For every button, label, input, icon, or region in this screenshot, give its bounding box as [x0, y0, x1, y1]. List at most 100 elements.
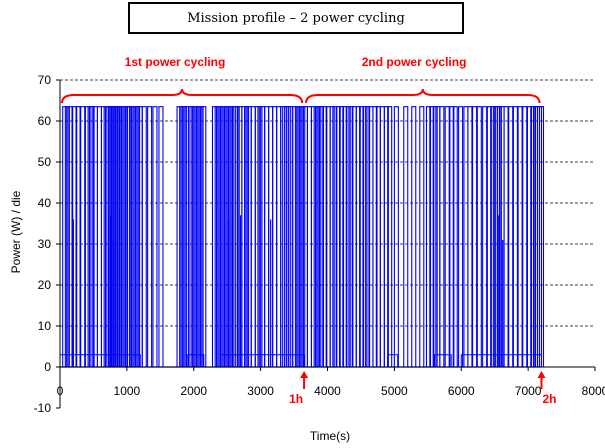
y-tick-label: -10	[34, 401, 52, 415]
series-pulse	[126, 106, 133, 367]
y-tick-label: 30	[38, 237, 52, 251]
cycle-bracket	[61, 88, 304, 104]
series-pulse	[316, 106, 322, 367]
series-pulse	[211, 106, 218, 367]
series-pulse	[141, 106, 147, 367]
series-pulse	[425, 106, 432, 367]
x-tick-label: 7000	[515, 384, 542, 398]
series-pulse	[476, 106, 482, 367]
series-pulse	[219, 106, 226, 367]
series-pulse	[306, 106, 312, 367]
series-pulse	[75, 106, 81, 367]
series-pulse	[512, 106, 518, 367]
series-low-plateau	[387, 354, 399, 367]
x-tick-label: 0	[57, 384, 64, 398]
x-tick-label: 6000	[448, 384, 475, 398]
series-pulse	[310, 106, 317, 367]
series-pulse	[158, 106, 164, 367]
series-pulse	[452, 106, 458, 367]
series-pulse	[322, 106, 328, 367]
series-pulse	[522, 106, 528, 367]
marker-arrowhead	[537, 371, 546, 378]
series-pulse	[119, 106, 125, 367]
series-pulse	[526, 106, 533, 367]
series-pulse	[463, 106, 469, 367]
series-pulse	[332, 106, 338, 367]
y-tick-label: 20	[38, 278, 52, 292]
series-pulse	[234, 106, 240, 367]
y-tick-label: 10	[38, 319, 52, 333]
series-pulse	[214, 106, 220, 367]
series-pulse	[227, 106, 234, 367]
x-tick-label: 1000	[114, 384, 141, 398]
series-pulse	[329, 106, 335, 367]
series-pulse	[486, 106, 492, 367]
series-pulse	[244, 106, 250, 367]
series-pulse	[530, 106, 536, 367]
x-axis-label: Time(s)	[310, 429, 350, 443]
series-pulse	[225, 106, 231, 367]
series-pulse	[338, 106, 345, 367]
y-tick-label: 0	[44, 360, 51, 374]
series-lines	[59, 106, 595, 368]
series-pulse	[84, 106, 90, 367]
series-pulse	[80, 106, 86, 367]
series-pulse	[467, 106, 473, 367]
series-pulse	[490, 106, 496, 367]
series-pulse	[122, 106, 128, 367]
series-pulse	[187, 106, 193, 367]
series-pulse	[250, 106, 256, 367]
annotations: 1st power cycling 2nd power cycling 1h 2h	[61, 55, 557, 406]
marker-arrowhead	[300, 371, 309, 378]
series-pulse	[137, 106, 143, 367]
series-pulse	[472, 106, 478, 367]
marker-label: 2h	[542, 392, 556, 406]
series-pulse	[496, 106, 502, 367]
series-pulse	[449, 106, 455, 367]
chart-title: Mission profile – 2 power cycling	[128, 2, 464, 34]
series-pulse	[345, 106, 351, 367]
series-pulse	[362, 106, 368, 367]
series-pulse	[517, 106, 523, 367]
series-pulse	[201, 106, 207, 367]
series-pulse	[179, 106, 185, 367]
x-tick-label: 5000	[381, 384, 408, 398]
series-pulse	[184, 106, 190, 367]
series-pulse	[444, 106, 450, 367]
series-pulse	[499, 106, 505, 367]
series-pulse	[198, 106, 204, 367]
series-pulse	[222, 106, 228, 367]
y-axis-label: Power (W) / die	[9, 190, 23, 273]
series-pulse	[348, 106, 354, 367]
label-2nd-cycle: 2nd power cycling	[362, 55, 467, 69]
x-tick-label: 4000	[314, 384, 341, 398]
series-pulse	[237, 106, 243, 367]
series-pulse	[217, 106, 223, 367]
series-pulse	[272, 106, 278, 367]
series-pulse	[260, 106, 266, 367]
series-pulse	[342, 106, 348, 367]
series-pulse	[411, 106, 417, 367]
series-pulse	[538, 106, 545, 367]
x-tick-label: 3000	[247, 384, 274, 398]
gridlines	[60, 79, 595, 327]
series-pulse	[429, 106, 435, 367]
marker-label: 1h	[289, 392, 303, 406]
series-pulse	[432, 106, 438, 367]
series-pulse	[359, 106, 365, 367]
series-pulse	[64, 106, 70, 367]
series-pulse	[508, 106, 514, 367]
label-1st-cycle: 1st power cycling	[125, 55, 226, 69]
y-tick-label: 40	[38, 196, 52, 210]
y-tick-label: 50	[38, 155, 52, 169]
series-pulse	[246, 106, 252, 367]
series-pulse	[132, 106, 138, 367]
series-pulse	[100, 106, 107, 367]
series-pulse	[302, 106, 308, 367]
series-pulse	[379, 106, 385, 367]
series-pulse	[62, 106, 68, 367]
series-pulse	[387, 106, 393, 367]
series-pulse	[482, 106, 488, 367]
series-pulse	[147, 106, 153, 367]
series-pulse	[355, 106, 361, 367]
